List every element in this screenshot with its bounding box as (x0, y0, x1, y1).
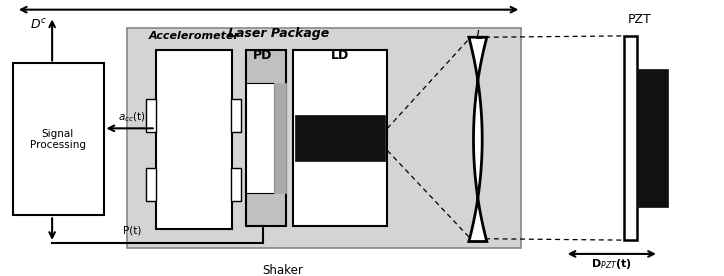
Text: Laser Package: Laser Package (228, 26, 329, 40)
Polygon shape (469, 37, 487, 242)
Bar (295, 115, 385, 161)
Text: $D^c$: $D^c$ (30, 18, 47, 32)
Text: L: L (476, 29, 483, 43)
Text: $\mathbf{D}_{PZT}\mathbf{(t)}$: $\mathbf{D}_{PZT}\mathbf{(t)}$ (592, 258, 632, 271)
Text: Shaker: Shaker (262, 264, 303, 276)
Bar (231, 99, 241, 132)
Text: P(t): P(t) (122, 225, 141, 235)
Text: Accelerometer: Accelerometer (148, 31, 240, 41)
Bar (231, 168, 241, 201)
Bar (637, 69, 668, 207)
Bar (13, 63, 104, 215)
Bar (127, 28, 521, 248)
Text: Signal
Processing: Signal Processing (30, 129, 86, 150)
Bar (146, 168, 156, 201)
Bar (246, 50, 286, 226)
Bar (274, 83, 286, 193)
Text: PD: PD (253, 49, 272, 62)
Bar (624, 36, 637, 240)
Bar (293, 50, 387, 226)
Bar (156, 50, 232, 229)
Bar (146, 99, 156, 132)
Bar (246, 83, 274, 193)
Text: $a_{cc}$(t): $a_{cc}$(t) (118, 110, 146, 124)
Text: PZT: PZT (628, 13, 651, 26)
Text: LD: LD (331, 49, 350, 62)
